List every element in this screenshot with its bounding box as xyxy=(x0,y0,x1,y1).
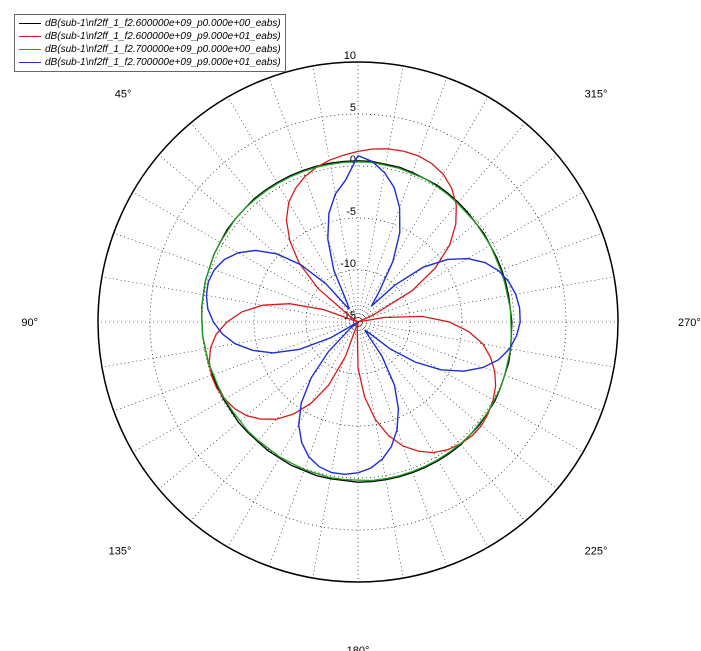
polar-chart: -15-10-505100°315°270°225°180°135°90°45° xyxy=(0,0,701,651)
series-1 xyxy=(209,149,495,453)
svg-text:-5: -5 xyxy=(346,206,356,218)
svg-text:315°: 315° xyxy=(585,88,608,100)
legend-item-2: dB(sub-1\nf2ff_1_f2.700000e+09_p0.000e+0… xyxy=(19,43,281,56)
legend-item-1: dB(sub-1\nf2ff_1_f2.600000e+09_p9.000e+0… xyxy=(19,30,281,43)
svg-text:135°: 135° xyxy=(109,546,132,558)
legend-item-0: dB(sub-1\nf2ff_1_f2.600000e+09_p0.000e+0… xyxy=(19,17,281,30)
svg-text:45°: 45° xyxy=(115,88,132,100)
legend-item-3: dB(sub-1\nf2ff_1_f2.700000e+09_p9.000e+0… xyxy=(19,56,281,69)
legend-label: dB(sub-1\nf2ff_1_f2.700000e+09_p9.000e+0… xyxy=(45,56,281,69)
svg-text:-10: -10 xyxy=(340,258,356,270)
svg-text:5: 5 xyxy=(350,102,356,114)
series-3 xyxy=(206,156,520,475)
svg-text:270°: 270° xyxy=(678,317,701,329)
svg-text:180°: 180° xyxy=(347,645,370,651)
svg-text:90°: 90° xyxy=(21,317,38,329)
svg-text:225°: 225° xyxy=(585,546,608,558)
svg-text:0°: 0° xyxy=(353,0,364,1)
legend-label: dB(sub-1\nf2ff_1_f2.600000e+09_p9.000e+0… xyxy=(45,30,281,43)
legend-label: dB(sub-1\nf2ff_1_f2.600000e+09_p0.000e+0… xyxy=(45,17,281,30)
legend: dB(sub-1\nf2ff_1_f2.600000e+09_p0.000e+0… xyxy=(14,14,286,72)
legend-label: dB(sub-1\nf2ff_1_f2.700000e+09_p0.000e+0… xyxy=(45,43,281,56)
svg-text:10: 10 xyxy=(344,50,356,62)
